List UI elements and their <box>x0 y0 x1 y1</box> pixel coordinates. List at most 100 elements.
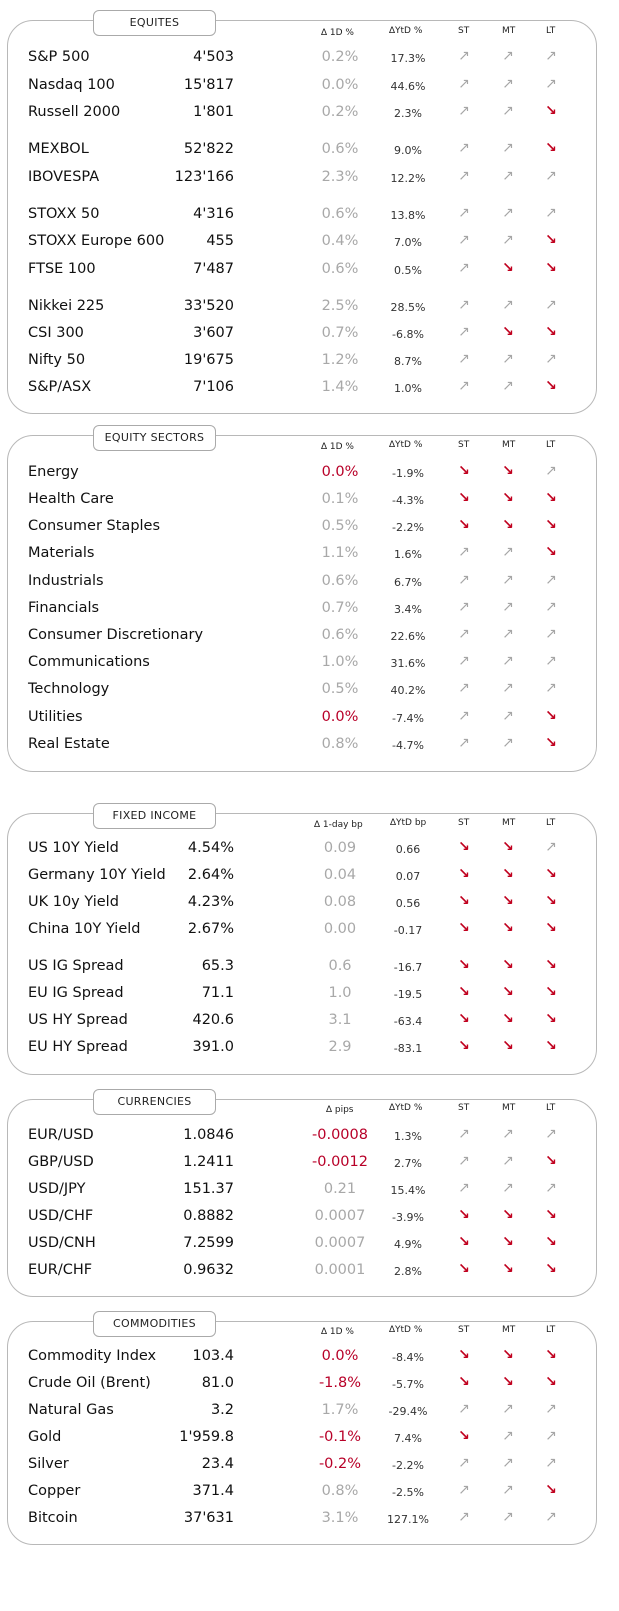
table-row[interactable]: EUR/USD 1.0846 -0.0008 1.3% ↗ ↗ ↗ <box>8 1127 596 1149</box>
arrow-down-right-icon: ↘ <box>545 140 557 156</box>
table-row[interactable]: Materials 1.1% 1.6% ↗ ↗ ↘ <box>8 545 596 567</box>
table-row[interactable]: Crude Oil (Brent) 81.0 -1.8% -5.7% ↘ ↘ ↘ <box>8 1375 596 1397</box>
table-row[interactable]: S&P 500 4'503 0.2% 17.3% ↗ ↗ ↗ <box>8 49 596 71</box>
row-change-1d: 1.4% <box>321 379 359 395</box>
row-change-1d: 0.0% <box>321 77 359 93</box>
table-row[interactable]: Consumer Staples 0.5% -2.2% ↘ ↘ ↘ <box>8 518 596 540</box>
table-row[interactable]: Industrials 0.6% 6.7% ↗ ↗ ↗ <box>8 573 596 595</box>
row-change-1d: 0.6% <box>321 573 359 589</box>
table-row[interactable]: Communications 1.0% 31.6% ↗ ↗ ↗ <box>8 654 596 676</box>
arrow-down-right-icon: ↘ <box>502 463 514 479</box>
table-row[interactable]: STOXX Europe 600 455 0.4% 7.0% ↗ ↗ ↘ <box>8 233 596 255</box>
row-change-ytd: 8.7% <box>394 355 422 368</box>
row-change-1d: 2.9 <box>328 1039 352 1055</box>
table-row[interactable]: EUR/CHF 0.9632 0.0001 2.8% ↘ ↘ ↘ <box>8 1262 596 1284</box>
arrow-down-right-icon: ↘ <box>502 984 514 1000</box>
row-change-1d: 0.0% <box>321 464 359 480</box>
row-last-value: 123'166 <box>174 169 234 185</box>
arrow-up-right-icon: ↗ <box>502 735 514 751</box>
header-st: ST <box>458 1103 470 1113</box>
table-row[interactable]: STOXX 50 4'316 0.6% 13.8% ↗ ↗ ↗ <box>8 206 596 228</box>
row-last-value: 7.2599 <box>183 1235 234 1251</box>
arrow-down-right-icon: ↘ <box>458 1261 470 1277</box>
header-st: ST <box>458 818 470 828</box>
table-row[interactable]: UK 10y Yield 4.23% 0.08 0.56 ↘ ↘ ↘ <box>8 894 596 916</box>
table-row[interactable]: China 10Y Yield 2.67% 0.00 -0.17 ↘ ↘ ↘ <box>8 921 596 943</box>
table-row[interactable]: Germany 10Y Yield 2.64% 0.04 0.07 ↘ ↘ ↘ <box>8 867 596 889</box>
arrow-up-right-icon: ↗ <box>458 708 470 724</box>
arrow-down-right-icon: ↘ <box>458 957 470 973</box>
table-row[interactable]: Health Care 0.1% -4.3% ↘ ↘ ↘ <box>8 491 596 513</box>
table-row[interactable]: USD/CNH 7.2599 0.0007 4.9% ↘ ↘ ↘ <box>8 1235 596 1257</box>
row-change-1d: 3.1% <box>321 1510 359 1526</box>
row-change-ytd: 2.3% <box>394 107 422 120</box>
arrow-down-right-icon: ↘ <box>458 517 470 533</box>
table-row[interactable]: Russell 2000 1'801 0.2% 2.3% ↗ ↗ ↘ <box>8 104 596 126</box>
table-row[interactable]: Bitcoin 37'631 3.1% 127.1% ↗ ↗ ↗ <box>8 1510 596 1532</box>
table-row[interactable]: GBP/USD 1.2411 -0.0012 2.7% ↗ ↗ ↘ <box>8 1154 596 1176</box>
table-row[interactable]: FTSE 100 7'487 0.6% 0.5% ↗ ↘ ↘ <box>8 261 596 283</box>
table-row[interactable]: Technology 0.5% 40.2% ↗ ↗ ↗ <box>8 681 596 703</box>
arrow-up-right-icon: ↗ <box>458 140 470 156</box>
table-row[interactable]: US IG Spread 65.3 0.6 -16.7 ↘ ↘ ↘ <box>8 958 596 980</box>
table-row[interactable]: MEXBOL 52'822 0.6% 9.0% ↗ ↗ ↘ <box>8 141 596 163</box>
arrow-down-right-icon: ↘ <box>458 920 470 936</box>
table-row[interactable]: USD/CHF 0.8882 0.0007 -3.9% ↘ ↘ ↘ <box>8 1208 596 1230</box>
table-row[interactable]: US 10Y Yield 4.54% 0.09 0.66 ↘ ↘ ↗ <box>8 840 596 862</box>
row-change-ytd: 40.2% <box>390 684 426 697</box>
row-last-value: 4.54% <box>187 840 234 856</box>
row-name: Health Care <box>28 491 114 507</box>
arrow-up-right-icon: ↗ <box>545 1401 557 1417</box>
row-last-value: 2.64% <box>187 867 234 883</box>
table-row[interactable]: Gold 1'959.8 -0.1% 7.4% ↘ ↗ ↗ <box>8 1429 596 1451</box>
table-row[interactable]: Energy 0.0% -1.9% ↘ ↘ ↗ <box>8 464 596 486</box>
row-change-1d: 0.0% <box>321 1348 359 1364</box>
arrow-up-right-icon: ↗ <box>545 1509 557 1525</box>
table-row[interactable]: EU IG Spread 71.1 1.0 -19.5 ↘ ↘ ↘ <box>8 985 596 1007</box>
header-lt: LT <box>546 26 556 36</box>
row-change-ytd: -4.7% <box>392 739 424 752</box>
row-last-value: 4.23% <box>187 894 234 910</box>
arrow-down-right-icon: ↘ <box>502 893 514 909</box>
row-last-value: 391.0 <box>192 1039 234 1055</box>
table-row[interactable]: S&P/ASX 7'106 1.4% 1.0% ↗ ↗ ↘ <box>8 379 596 401</box>
table-row[interactable]: Nifty 50 19'675 1.2% 8.7% ↗ ↗ ↗ <box>8 352 596 374</box>
arrow-down-right-icon: ↘ <box>458 866 470 882</box>
table-row[interactable]: USD/JPY 151.37 0.21 15.4% ↗ ↗ ↗ <box>8 1181 596 1203</box>
table-row[interactable]: Nikkei 225 33'520 2.5% 28.5% ↗ ↗ ↗ <box>8 298 596 320</box>
table-row[interactable]: Real Estate 0.8% -4.7% ↗ ↗ ↘ <box>8 736 596 758</box>
table-row[interactable]: Commodity Index 103.4 0.0% -8.4% ↘ ↘ ↘ <box>8 1348 596 1370</box>
table-row[interactable]: Nasdaq 100 15'817 0.0% 44.6% ↗ ↗ ↗ <box>8 77 596 99</box>
row-name: UK 10y Yield <box>28 894 119 910</box>
row-change-ytd: 17.3% <box>390 52 426 65</box>
row-last-value: 52'822 <box>183 141 234 157</box>
arrow-up-right-icon: ↗ <box>502 297 514 313</box>
table-row[interactable]: CSI 300 3'607 0.7% -6.8% ↗ ↘ ↘ <box>8 325 596 347</box>
arrow-up-right-icon: ↗ <box>458 1509 470 1525</box>
arrow-up-right-icon: ↗ <box>502 76 514 92</box>
table-row[interactable]: Copper 371.4 0.8% -2.5% ↗ ↗ ↘ <box>8 1483 596 1505</box>
table-row[interactable]: Consumer Discretionary 0.6% 22.6% ↗ ↗ ↗ <box>8 627 596 649</box>
arrow-up-right-icon: ↗ <box>458 232 470 248</box>
table-row[interactable]: Financials 0.7% 3.4% ↗ ↗ ↗ <box>8 600 596 622</box>
table-row[interactable]: IBOVESPA 123'166 2.3% 12.2% ↗ ↗ ↗ <box>8 169 596 191</box>
table-row[interactable]: US HY Spread 420.6 3.1 -63.4 ↘ ↘ ↘ <box>8 1012 596 1034</box>
arrow-up-right-icon: ↗ <box>545 205 557 221</box>
row-name: Bitcoin <box>28 1510 78 1526</box>
table-row[interactable]: Silver 23.4 -0.2% -2.2% ↗ ↗ ↗ <box>8 1456 596 1478</box>
row-last-value: 0.9632 <box>183 1262 234 1278</box>
arrow-down-right-icon: ↘ <box>502 957 514 973</box>
row-last-value: 2.67% <box>187 921 234 937</box>
table-row[interactable]: Utilities 0.0% -7.4% ↗ ↗ ↘ <box>8 709 596 731</box>
row-change-ytd: 28.5% <box>390 301 426 314</box>
row-last-value: 4'503 <box>193 49 234 65</box>
arrow-up-right-icon: ↗ <box>458 599 470 615</box>
arrow-down-right-icon: ↘ <box>545 1234 557 1250</box>
row-name: Technology <box>28 681 110 697</box>
row-change-ytd: 0.66 <box>395 843 421 856</box>
row-change-1d: 0.04 <box>323 867 357 883</box>
row-change-1d: 0.7% <box>321 325 359 341</box>
table-row[interactable]: Natural Gas 3.2 1.7% -29.4% ↗ ↗ ↗ <box>8 1402 596 1424</box>
row-last-value: 1.2411 <box>183 1154 234 1170</box>
table-row[interactable]: EU HY Spread 391.0 2.9 -83.1 ↘ ↘ ↘ <box>8 1039 596 1061</box>
